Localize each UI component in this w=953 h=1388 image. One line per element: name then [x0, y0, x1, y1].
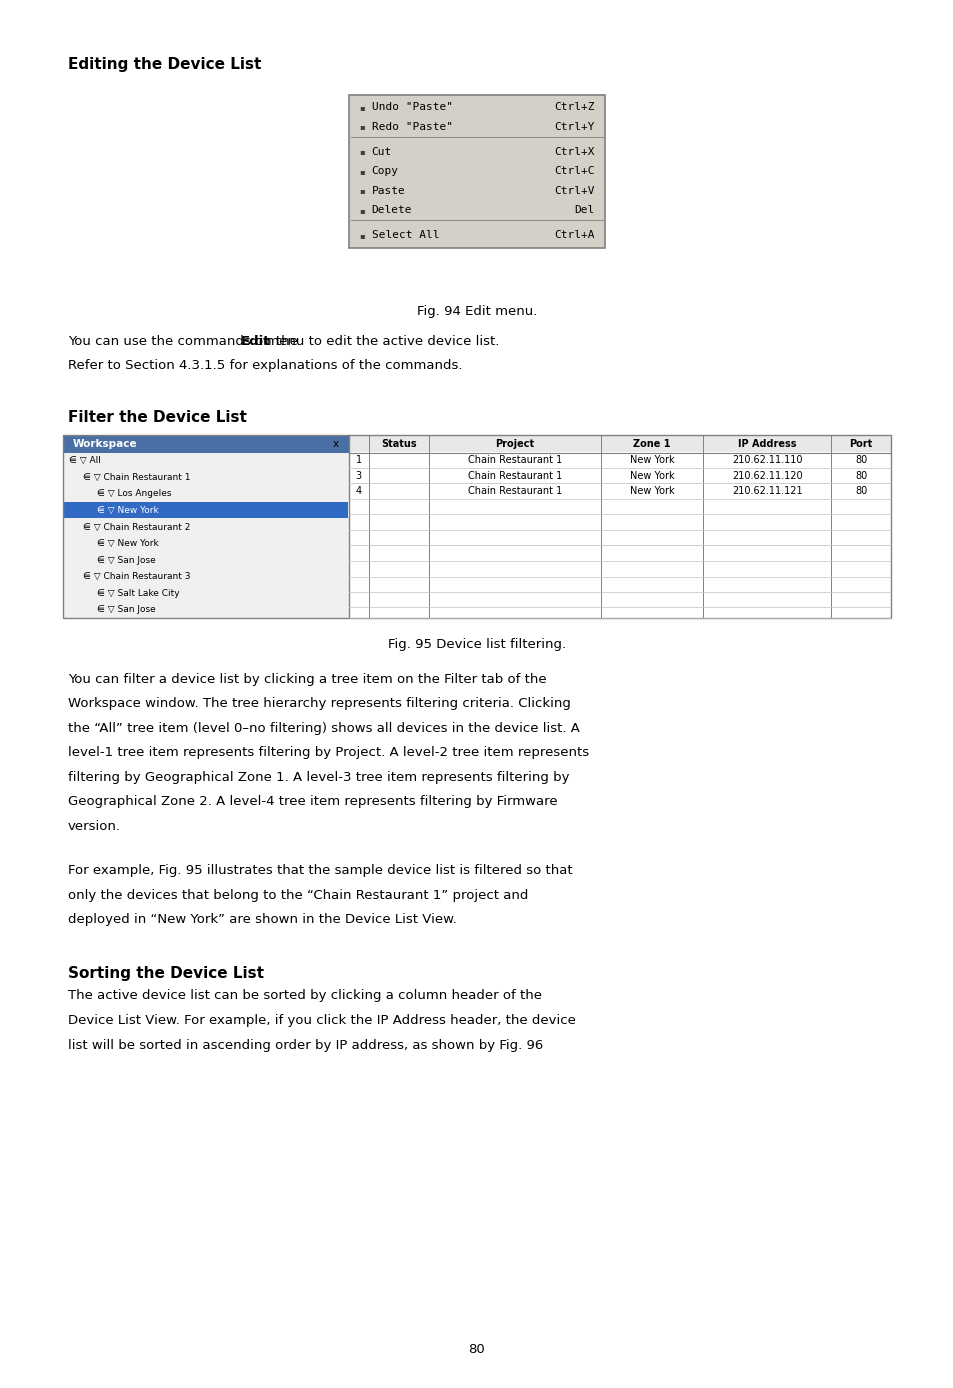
- Text: ▪: ▪: [359, 167, 365, 176]
- Text: Ctrl+C: Ctrl+C: [554, 167, 594, 176]
- Text: For example, Fig. 95 illustrates that the sample device list is filtered so that: For example, Fig. 95 illustrates that th…: [68, 865, 572, 877]
- Text: ▪: ▪: [359, 186, 365, 196]
- Bar: [64, 502, 347, 518]
- Text: Delete: Delete: [371, 205, 412, 215]
- Text: 4: 4: [355, 486, 361, 497]
- Bar: [348, 452, 890, 468]
- Text: ⋹ ▽ Salt Lake City: ⋹ ▽ Salt Lake City: [97, 589, 179, 598]
- Text: 80: 80: [854, 471, 866, 480]
- Text: Del: Del: [574, 205, 594, 215]
- Text: Workspace window. The tree hierarchy represents filtering criteria. Clicking: Workspace window. The tree hierarchy rep…: [68, 698, 570, 711]
- Text: menu to edit the active device list.: menu to edit the active device list.: [262, 335, 499, 348]
- Bar: [348, 561, 890, 576]
- Bar: [348, 483, 890, 500]
- Text: Chain Restaurant 1: Chain Restaurant 1: [467, 486, 561, 497]
- Text: 210.62.11.110: 210.62.11.110: [731, 455, 801, 465]
- Bar: [348, 593, 890, 608]
- Text: x: x: [333, 439, 338, 448]
- Bar: [63, 434, 348, 452]
- Text: ▪: ▪: [359, 122, 365, 132]
- Text: only the devices that belong to the “Chain Restaurant 1” project and: only the devices that belong to the “Cha…: [68, 888, 528, 902]
- Bar: [348, 530, 890, 545]
- Text: 1: 1: [355, 455, 361, 465]
- Text: list will be sorted in ascending order by IP address, as shown by Fig. 96: list will be sorted in ascending order b…: [68, 1038, 542, 1052]
- Text: version.: version.: [68, 820, 121, 833]
- Text: Ctrl+X: Ctrl+X: [554, 147, 594, 157]
- Text: level-1 tree item represents filtering by Project. A level-2 tree item represent: level-1 tree item represents filtering b…: [68, 747, 589, 759]
- Text: You can use the commands on the: You can use the commands on the: [68, 335, 302, 348]
- Bar: [348, 545, 890, 561]
- Text: Redo "Paste": Redo "Paste": [371, 122, 452, 132]
- Bar: [348, 434, 890, 452]
- Text: Chain Restaurant 1: Chain Restaurant 1: [467, 471, 561, 480]
- Text: New York: New York: [629, 471, 674, 480]
- Text: ⋹ ▽ New York: ⋹ ▽ New York: [97, 539, 158, 548]
- Text: Ctrl+A: Ctrl+A: [554, 230, 594, 240]
- Text: Paste: Paste: [371, 186, 405, 196]
- Text: New York: New York: [629, 486, 674, 497]
- Text: Fig. 95 Device list filtering.: Fig. 95 Device list filtering.: [388, 638, 565, 651]
- Text: ⋹ ▽ All: ⋹ ▽ All: [69, 457, 101, 465]
- Text: Project: Project: [495, 439, 534, 448]
- Text: Filter the Device List: Filter the Device List: [68, 409, 247, 425]
- Text: ▪: ▪: [359, 103, 365, 112]
- Text: Cut: Cut: [371, 147, 392, 157]
- Text: ▪: ▪: [359, 205, 365, 215]
- Text: ⋹ ▽ Chain Restaurant 2: ⋹ ▽ Chain Restaurant 2: [83, 522, 191, 532]
- Text: 210.62.11.120: 210.62.11.120: [731, 471, 801, 480]
- Text: 80: 80: [854, 455, 866, 465]
- Text: ⋹ ▽ Los Angeles: ⋹ ▽ Los Angeles: [97, 490, 172, 498]
- Text: 80: 80: [854, 486, 866, 497]
- Text: filtering by Geographical Zone 1. A level-3 tree item represents filtering by: filtering by Geographical Zone 1. A leve…: [68, 770, 569, 784]
- Text: Edit: Edit: [240, 335, 270, 348]
- Text: Status: Status: [380, 439, 416, 448]
- Text: Editing the Device List: Editing the Device List: [68, 57, 261, 72]
- Text: ⋹ ▽ Chain Restaurant 1: ⋹ ▽ Chain Restaurant 1: [83, 473, 191, 482]
- Text: Ctrl+Y: Ctrl+Y: [554, 122, 594, 132]
- Bar: [348, 608, 890, 618]
- Bar: [63, 434, 890, 618]
- Text: ⋹ ▽ San Jose: ⋹ ▽ San Jose: [97, 555, 155, 565]
- Text: ⋹ ▽ Chain Restaurant 3: ⋹ ▽ Chain Restaurant 3: [83, 572, 191, 582]
- Text: Workspace: Workspace: [73, 439, 137, 448]
- Bar: [63, 434, 348, 618]
- Text: 210.62.11.121: 210.62.11.121: [731, 486, 801, 497]
- Bar: [349, 94, 604, 247]
- Text: deployed in “New York” are shown in the Device List View.: deployed in “New York” are shown in the …: [68, 913, 456, 927]
- Text: the “All” tree item (level 0–no filtering) shows all devices in the device list.: the “All” tree item (level 0–no filterin…: [68, 722, 579, 736]
- Text: New York: New York: [629, 455, 674, 465]
- Text: Chain Restaurant 1: Chain Restaurant 1: [467, 455, 561, 465]
- Text: ⋹ ▽ San Jose: ⋹ ▽ San Jose: [97, 605, 155, 615]
- Bar: [348, 576, 890, 593]
- Text: Zone 1: Zone 1: [633, 439, 670, 448]
- Text: 3: 3: [355, 471, 361, 480]
- Text: Geographical Zone 2. A level-4 tree item represents filtering by Firmware: Geographical Zone 2. A level-4 tree item…: [68, 795, 558, 808]
- Text: IP Address: IP Address: [738, 439, 796, 448]
- Text: Select All: Select All: [371, 230, 438, 240]
- Text: Sorting the Device List: Sorting the Device List: [68, 966, 264, 981]
- Text: Ctrl+V: Ctrl+V: [554, 186, 594, 196]
- Bar: [63, 434, 890, 618]
- Text: Ctrl+Z: Ctrl+Z: [554, 103, 594, 112]
- Text: You can filter a device list by clicking a tree item on the Filter tab of the: You can filter a device list by clicking…: [68, 673, 546, 686]
- Text: Undo "Paste": Undo "Paste": [371, 103, 452, 112]
- Text: 80: 80: [468, 1344, 485, 1356]
- Text: Port: Port: [849, 439, 872, 448]
- Bar: [348, 468, 890, 483]
- Text: The active device list can be sorted by clicking a column header of the: The active device list can be sorted by …: [68, 990, 541, 1002]
- Text: Refer to Section 4.3.1.5 for explanations of the commands.: Refer to Section 4.3.1.5 for explanation…: [68, 359, 462, 372]
- Text: ⋹ ▽ New York: ⋹ ▽ New York: [97, 505, 158, 515]
- Text: ▪: ▪: [359, 230, 365, 240]
- Bar: [348, 515, 890, 530]
- Text: ▪: ▪: [359, 147, 365, 157]
- Bar: [348, 500, 890, 515]
- Text: Fig. 94 Edit menu.: Fig. 94 Edit menu.: [416, 305, 537, 318]
- Text: Copy: Copy: [371, 167, 398, 176]
- Text: Device List View. For example, if you click the IP Address header, the device: Device List View. For example, if you cl…: [68, 1015, 576, 1027]
